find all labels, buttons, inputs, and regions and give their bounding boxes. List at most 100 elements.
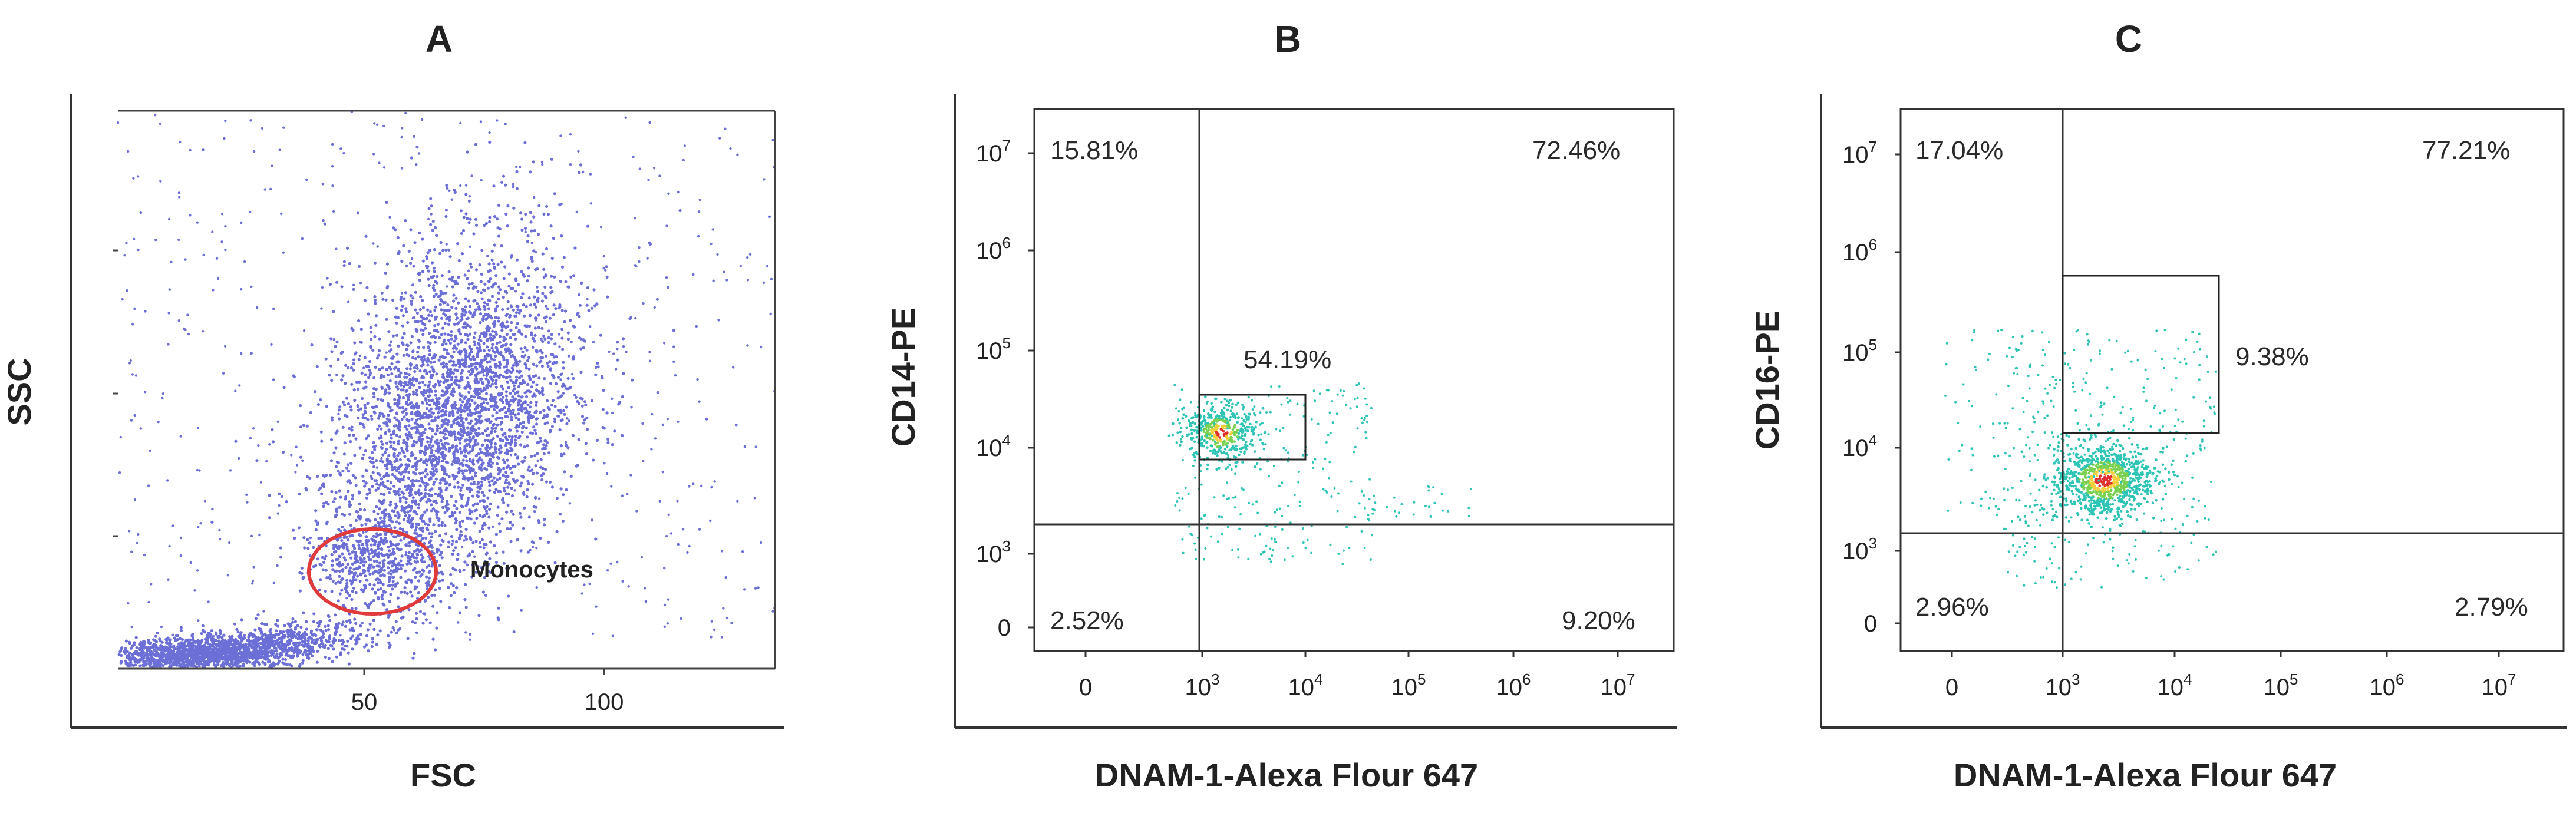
fsc-ssc-event <box>443 322 447 325</box>
fsc-ssc-event <box>318 563 322 566</box>
fsc-ssc-event <box>514 375 519 379</box>
fsc-ssc-event <box>498 416 502 420</box>
fsc-ssc-event <box>450 378 454 382</box>
fsc-ssc-event <box>388 524 391 528</box>
fsc-ssc-event <box>389 440 392 444</box>
fsc-ssc-event <box>487 515 491 519</box>
fsc-ssc-event <box>361 422 365 427</box>
fsc-ssc-event <box>576 463 580 467</box>
fsc-ssc-event <box>463 431 466 434</box>
fsc-ssc-event <box>419 416 423 419</box>
fsc-ssc-event <box>412 484 416 487</box>
fsc-ssc-event <box>386 373 390 376</box>
fsc-ssc-event <box>505 333 509 336</box>
fsc-ssc-event <box>492 285 495 288</box>
fsc-ssc-event <box>433 329 436 332</box>
fsc-ssc-event <box>492 334 496 338</box>
fsc-ssc-event <box>463 348 466 351</box>
fsc-ssc-event <box>414 431 418 435</box>
fsc-ssc-event <box>364 234 368 238</box>
fsc-ssc-event <box>428 499 431 503</box>
fsc-ssc-event <box>501 321 504 325</box>
fsc-ssc-event <box>458 521 461 524</box>
fsc-ssc-event <box>476 490 480 494</box>
fsc-ssc-event <box>469 413 473 417</box>
fsc-ssc-event <box>314 528 318 531</box>
fsc-ssc-event <box>567 354 570 358</box>
fsc-ssc-event <box>374 548 377 553</box>
fsc-ssc-event <box>503 461 507 465</box>
fsc-ssc-event <box>446 186 449 190</box>
fsc-ssc-event <box>436 322 440 326</box>
fsc-ssc-event <box>409 294 413 298</box>
fsc-ssc-event <box>314 519 318 523</box>
fsc-ssc-event <box>532 472 535 475</box>
fsc-ssc-event <box>486 386 490 390</box>
fsc-ssc-event <box>371 587 374 591</box>
fsc-ssc-event <box>535 422 539 426</box>
fsc-ssc-event <box>354 591 358 594</box>
fsc-ssc-event <box>366 517 370 521</box>
fsc-ssc-event <box>420 315 423 318</box>
fsc-ssc-event <box>400 508 404 512</box>
fsc-ssc-event <box>476 411 480 415</box>
fsc-ssc-event <box>457 437 460 440</box>
fsc-ssc-event <box>357 417 360 420</box>
fsc-ssc-event <box>450 511 454 514</box>
fsc-ssc-event <box>309 411 313 415</box>
fsc-ssc-event <box>439 488 443 492</box>
fsc-ssc-event <box>487 280 491 283</box>
fsc-ssc-event <box>616 358 619 362</box>
fsc-ssc-event <box>420 477 424 480</box>
fsc-ssc-event <box>508 375 512 379</box>
fsc-ssc-event <box>498 361 502 364</box>
fsc-ssc-event <box>523 445 526 449</box>
fsc-ssc-event <box>433 341 437 344</box>
fsc-ssc-event <box>498 530 502 533</box>
fsc-ssc-event <box>538 391 542 395</box>
fsc-ssc-event <box>418 339 421 343</box>
fsc-ssc-event <box>428 531 431 536</box>
fsc-ssc-event <box>407 608 411 612</box>
fsc-ssc-event <box>402 353 405 357</box>
fsc-ssc-event <box>596 365 600 369</box>
fsc-ssc-event <box>415 522 418 526</box>
fsc-ssc-event <box>424 536 428 540</box>
fsc-ssc-event <box>352 287 355 291</box>
fsc-ssc-event <box>580 404 584 408</box>
fsc-ssc-event <box>409 341 413 345</box>
fsc-ssc-event <box>542 452 546 456</box>
fsc-ssc-event <box>432 384 436 388</box>
fsc-ssc-event <box>421 237 424 241</box>
fsc-ssc-event <box>428 478 431 481</box>
fsc-ssc-event <box>432 266 436 270</box>
fsc-ssc-event <box>406 383 410 386</box>
fsc-ssc-event <box>351 328 355 332</box>
fsc-ssc-event <box>504 474 507 478</box>
fsc-ssc-event <box>487 315 490 319</box>
fsc-ssc-event <box>553 420 556 424</box>
fsc-ssc-event <box>467 365 471 368</box>
fsc-ssc-event <box>480 405 484 409</box>
fsc-ssc-event <box>367 539 370 543</box>
fsc-ssc-event <box>486 254 490 258</box>
fsc-ssc-event <box>389 516 392 520</box>
fsc-ssc-event <box>368 491 372 495</box>
fsc-ssc-event <box>415 617 418 620</box>
fsc-ssc-event <box>350 425 354 429</box>
fsc-ssc-event <box>705 417 708 421</box>
fsc-ssc-event <box>541 340 545 343</box>
fsc-ssc-event <box>486 449 489 453</box>
fsc-ssc-event <box>560 418 564 422</box>
fsc-ssc-event <box>578 402 581 405</box>
fsc-ssc-event <box>500 260 503 264</box>
fsc-ssc-event <box>372 395 376 399</box>
fsc-ssc-event <box>401 406 405 409</box>
fsc-ssc-event <box>483 560 487 563</box>
fsc-ssc-event <box>279 546 282 550</box>
fsc-ssc-event <box>528 410 532 414</box>
fsc-ssc-event <box>565 488 568 492</box>
fsc-ssc-event <box>388 576 392 579</box>
fsc-ssc-event <box>408 494 412 497</box>
fsc-ssc-event <box>434 305 437 309</box>
